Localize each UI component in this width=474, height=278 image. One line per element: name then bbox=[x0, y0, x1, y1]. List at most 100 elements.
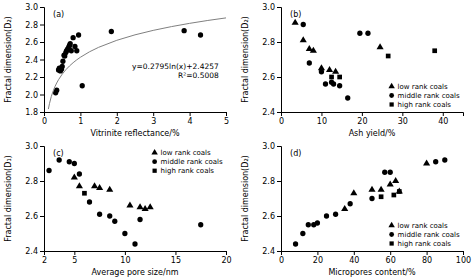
point bbox=[122, 231, 127, 236]
point bbox=[70, 35, 75, 40]
y-tick-mark bbox=[40, 7, 44, 8]
point bbox=[345, 95, 350, 100]
y-tick-label: 3.0 bbox=[25, 3, 38, 12]
x-tick-mark bbox=[125, 251, 126, 255]
x-tick-mark bbox=[390, 251, 391, 255]
y-axis-title: Fractal dimension(D₂) bbox=[241, 155, 250, 241]
x-tick-label: 20 bbox=[357, 117, 367, 126]
panel-label: (d) bbox=[290, 149, 301, 158]
x-axis-line bbox=[45, 252, 227, 256]
y-tick: 2.8 bbox=[262, 177, 281, 186]
legend-symbol bbox=[388, 222, 394, 228]
y-axis: 2.42.62.83.0 bbox=[262, 3, 281, 117]
x-axis-title: Micropores content/% bbox=[328, 268, 416, 277]
panel: 0123451.82.02.22.42.62.83.0Vitrinite ref… bbox=[4, 3, 229, 138]
point bbox=[60, 64, 65, 69]
legend-entry: middle rank coals bbox=[389, 231, 460, 239]
x-tick-label: 100 bbox=[456, 256, 471, 265]
y-tick: 2.6 bbox=[25, 212, 44, 221]
x-tick-label: 60 bbox=[386, 256, 396, 265]
point bbox=[82, 191, 87, 196]
point bbox=[432, 48, 437, 53]
point bbox=[67, 159, 72, 164]
point bbox=[60, 59, 65, 64]
y-tick: 2.6 bbox=[25, 38, 44, 47]
point bbox=[96, 184, 103, 190]
y-tick-label: 2.4 bbox=[262, 108, 275, 117]
point bbox=[378, 186, 385, 192]
legend-label: low rank coals bbox=[161, 149, 211, 157]
y-axis-line bbox=[277, 8, 282, 113]
point bbox=[107, 213, 112, 218]
legend-symbol bbox=[388, 83, 394, 89]
y-tick-mark bbox=[40, 95, 44, 96]
y-tick: 1.8 bbox=[25, 108, 44, 117]
y-tick-label: 2.8 bbox=[262, 38, 275, 47]
point bbox=[379, 194, 384, 199]
point bbox=[341, 205, 348, 211]
point bbox=[112, 219, 117, 224]
point bbox=[386, 54, 391, 59]
point bbox=[315, 220, 320, 225]
x-tick-label: 20 bbox=[313, 256, 323, 265]
annotation: R²=0.5008 bbox=[178, 71, 219, 80]
y-tick: 2.8 bbox=[25, 177, 44, 186]
x-axis-title: Average pore size/nm bbox=[91, 268, 178, 277]
point bbox=[68, 41, 73, 46]
point bbox=[72, 161, 77, 166]
point bbox=[310, 47, 317, 53]
x-tick-label: 0 bbox=[279, 256, 284, 265]
panel: 0204060801002.42.62.83.0Micropores conte… bbox=[241, 142, 471, 277]
point bbox=[181, 28, 186, 33]
x-tick: 0 bbox=[279, 112, 284, 126]
x-tick-mark bbox=[354, 251, 355, 255]
point bbox=[97, 212, 102, 217]
y-tick: 3.0 bbox=[25, 142, 44, 151]
legend-entry: middle rank coals bbox=[152, 158, 223, 166]
point bbox=[337, 83, 342, 88]
x-tick-mark bbox=[226, 251, 227, 255]
point bbox=[69, 48, 74, 53]
x-tick-mark bbox=[80, 112, 81, 116]
x-tick-label: 2 bbox=[115, 117, 120, 126]
legend-label: high rank coals bbox=[161, 167, 215, 175]
point bbox=[46, 168, 51, 173]
point bbox=[54, 87, 59, 92]
y-tick: 2.6 bbox=[262, 73, 281, 82]
y-tick-label: 2.6 bbox=[25, 212, 38, 221]
x-axis: 012345 bbox=[42, 112, 229, 126]
y-tick-label: 2.4 bbox=[25, 247, 38, 256]
point bbox=[301, 22, 306, 27]
y-tick-label: 2.8 bbox=[25, 21, 38, 30]
x-tick: 5 bbox=[224, 112, 229, 126]
point bbox=[365, 31, 370, 36]
y-tick-mark bbox=[40, 181, 44, 182]
x-tick: 1 bbox=[78, 112, 83, 126]
legend-label: low rank coals bbox=[398, 222, 448, 230]
point bbox=[357, 31, 362, 36]
point bbox=[369, 196, 374, 201]
point bbox=[382, 170, 387, 175]
legend-symbol bbox=[152, 159, 157, 164]
x-tick-label: 2 bbox=[42, 256, 47, 265]
point bbox=[324, 213, 329, 218]
point bbox=[87, 199, 92, 204]
y-tick-label: 3.0 bbox=[25, 142, 38, 151]
x-axis-line bbox=[282, 113, 464, 117]
x-tick-mark bbox=[427, 251, 428, 255]
y-tick: 2.4 bbox=[262, 247, 281, 256]
x-tick: 5 bbox=[72, 251, 77, 265]
y-tick-label: 2.0 bbox=[25, 91, 38, 100]
x-tick: 20 bbox=[357, 112, 367, 126]
x-tick-mark bbox=[74, 251, 75, 255]
y-tick-mark bbox=[40, 146, 44, 147]
y-axis-line bbox=[40, 147, 45, 252]
y-axis: 1.82.02.22.42.62.83.0 bbox=[25, 3, 44, 117]
x-tick-mark bbox=[153, 112, 154, 116]
x-tick-label: 4 bbox=[188, 117, 193, 126]
panel-label: (c) bbox=[53, 149, 64, 158]
legend-entry: middle rank coals bbox=[389, 92, 460, 100]
point bbox=[350, 189, 357, 195]
point bbox=[423, 159, 430, 165]
point bbox=[329, 75, 334, 80]
